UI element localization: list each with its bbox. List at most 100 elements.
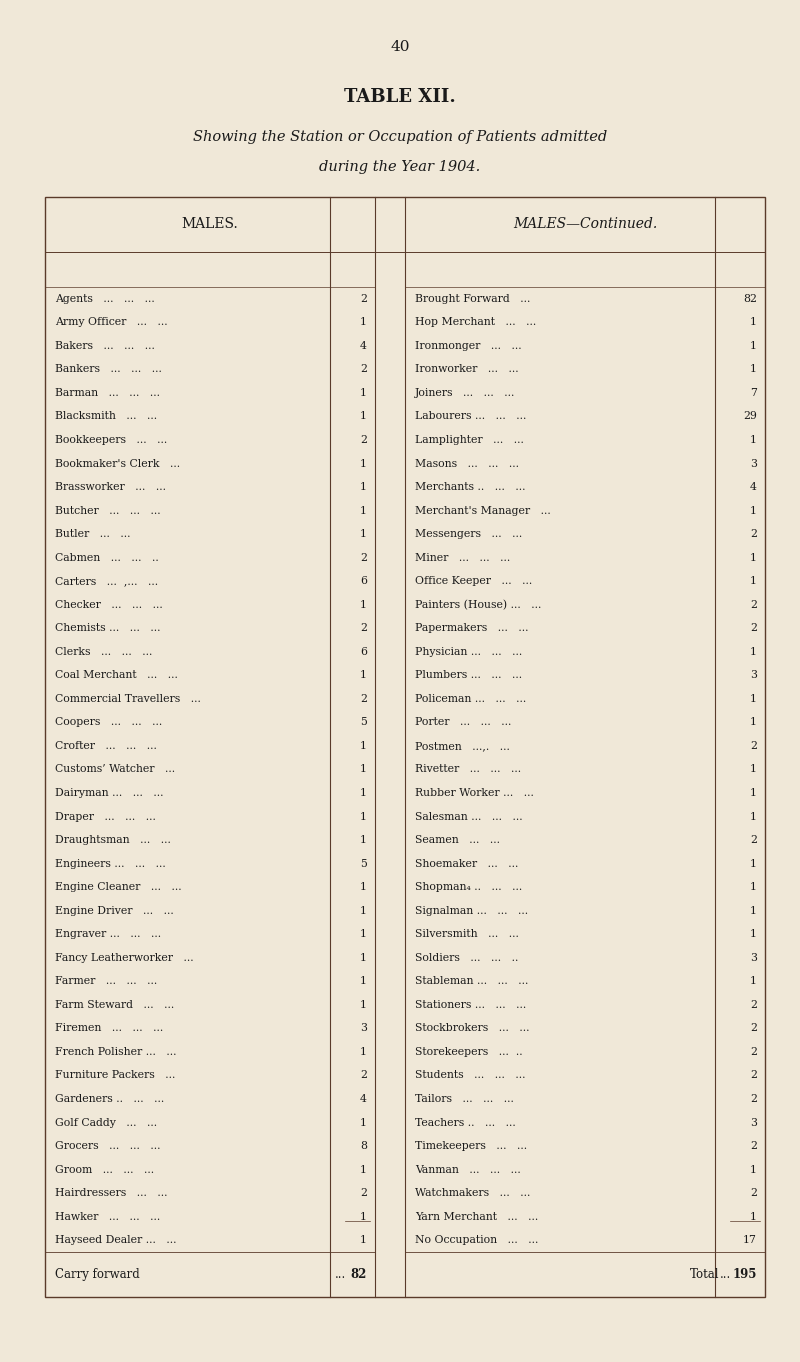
- Text: Hop Merchant   ...   ...: Hop Merchant ... ...: [415, 317, 536, 327]
- Text: 2: 2: [360, 553, 367, 563]
- Text: Bookkeepers   ...   ...: Bookkeepers ... ...: [55, 434, 167, 445]
- Text: Ironworker   ...   ...: Ironworker ... ...: [415, 365, 518, 375]
- Text: 2: 2: [360, 365, 367, 375]
- Text: Furniture Packers   ...: Furniture Packers ...: [55, 1071, 175, 1080]
- Text: ...: ...: [335, 1268, 346, 1282]
- Text: Coopers   ...   ...   ...: Coopers ... ... ...: [55, 718, 162, 727]
- Text: 29: 29: [743, 411, 757, 421]
- Text: Watchmakers   ...   ...: Watchmakers ... ...: [415, 1188, 530, 1199]
- Text: Hairdressers   ...   ...: Hairdressers ... ...: [55, 1188, 167, 1199]
- Text: 2: 2: [750, 1047, 757, 1057]
- Text: 2: 2: [750, 1094, 757, 1105]
- Text: 1: 1: [360, 906, 367, 915]
- Text: Salesman ...   ...   ...: Salesman ... ... ...: [415, 812, 522, 821]
- Text: 1: 1: [360, 764, 367, 775]
- Text: 5: 5: [360, 858, 367, 869]
- Text: Silversmith   ...   ...: Silversmith ... ...: [415, 929, 519, 940]
- Text: Lamplighter   ...   ...: Lamplighter ... ...: [415, 434, 524, 445]
- Text: 2: 2: [750, 1023, 757, 1034]
- Text: Office Keeper   ...   ...: Office Keeper ... ...: [415, 576, 532, 586]
- Text: 2: 2: [360, 624, 367, 633]
- Text: 2: 2: [750, 1188, 757, 1199]
- Text: Soldiers   ...   ...   ..: Soldiers ... ... ..: [415, 953, 518, 963]
- Text: Policeman ...   ...   ...: Policeman ... ... ...: [415, 693, 526, 704]
- Text: Carry forward: Carry forward: [55, 1268, 140, 1282]
- Text: during the Year 1904.: during the Year 1904.: [319, 159, 481, 174]
- Text: Butcher   ...   ...   ...: Butcher ... ... ...: [55, 505, 161, 516]
- Text: 7: 7: [750, 388, 757, 398]
- Text: 1: 1: [360, 505, 367, 516]
- Text: 1: 1: [360, 482, 367, 492]
- Text: Merchants ..   ...   ...: Merchants .. ... ...: [415, 482, 526, 492]
- Text: 1: 1: [750, 317, 757, 327]
- Text: Golf Caddy   ...   ...: Golf Caddy ... ...: [55, 1118, 157, 1128]
- Text: 1: 1: [360, 977, 367, 986]
- Text: 2: 2: [750, 1141, 757, 1151]
- Text: 5: 5: [360, 718, 367, 727]
- Text: Labourers ...   ...   ...: Labourers ... ... ...: [415, 411, 526, 421]
- Text: 1: 1: [750, 1212, 757, 1222]
- Text: 82: 82: [350, 1268, 367, 1282]
- Text: Engineers ...   ...   ...: Engineers ... ... ...: [55, 858, 166, 869]
- Text: 1: 1: [750, 340, 757, 351]
- Text: Hawker   ...   ...   ...: Hawker ... ... ...: [55, 1212, 160, 1222]
- Text: 1: 1: [750, 764, 757, 775]
- Text: 1: 1: [360, 929, 367, 940]
- Text: 1: 1: [360, 835, 367, 844]
- Text: Teachers ..   ...   ...: Teachers .. ... ...: [415, 1118, 516, 1128]
- Text: Showing the Station or Occupation of Patients admitted: Showing the Station or Occupation of Pat…: [193, 129, 607, 144]
- Text: 1: 1: [360, 953, 367, 963]
- Text: Dairyman ...   ...   ...: Dairyman ... ... ...: [55, 789, 163, 798]
- Text: Signalman ...   ...   ...: Signalman ... ... ...: [415, 906, 528, 915]
- Text: Merchant's Manager   ...: Merchant's Manager ...: [415, 505, 550, 516]
- Text: Storekeepers   ...  ..: Storekeepers ... ..: [415, 1047, 522, 1057]
- Text: ...: ...: [720, 1268, 731, 1282]
- Text: Bankers   ...   ...   ...: Bankers ... ... ...: [55, 365, 162, 375]
- Text: 2: 2: [360, 693, 367, 704]
- Text: 6: 6: [360, 576, 367, 586]
- Text: Total: Total: [690, 1268, 719, 1282]
- Text: Seamen   ...   ...: Seamen ... ...: [415, 835, 510, 844]
- Text: 3: 3: [750, 670, 757, 681]
- Text: Porter   ...   ...   ...: Porter ... ... ...: [415, 718, 511, 727]
- Text: 2: 2: [360, 294, 367, 304]
- Text: Butler   ...   ...: Butler ... ...: [55, 528, 141, 539]
- Text: Messengers   ...   ...: Messengers ... ...: [415, 528, 522, 539]
- Text: Groom   ...   ...   ...: Groom ... ... ...: [55, 1165, 154, 1174]
- Text: 82: 82: [743, 294, 757, 304]
- Text: Brought Forward   ...: Brought Forward ...: [415, 294, 530, 304]
- Text: 2: 2: [360, 1188, 367, 1199]
- Text: Painters (House) ...   ...: Painters (House) ... ...: [415, 599, 542, 610]
- Text: 3: 3: [750, 1118, 757, 1128]
- Text: 1: 1: [750, 553, 757, 563]
- Text: Vanman   ...   ...   ...: Vanman ... ... ...: [415, 1165, 521, 1174]
- Text: Blacksmith   ...   ...: Blacksmith ... ...: [55, 411, 157, 421]
- Text: Engraver ...   ...   ...: Engraver ... ... ...: [55, 929, 161, 940]
- Text: 4: 4: [360, 340, 367, 351]
- Text: 4: 4: [750, 482, 757, 492]
- Text: 1: 1: [360, 1235, 367, 1245]
- Text: 2: 2: [750, 624, 757, 633]
- Text: 1: 1: [750, 929, 757, 940]
- Text: Brassworker   ...   ...: Brassworker ... ...: [55, 482, 166, 492]
- Text: 3: 3: [750, 953, 757, 963]
- Text: 1: 1: [360, 388, 367, 398]
- Text: Agents   ...   ...   ...: Agents ... ... ...: [55, 294, 154, 304]
- Text: 3: 3: [360, 1023, 367, 1034]
- Text: Draper   ...   ...   ...: Draper ... ... ...: [55, 812, 156, 821]
- Text: 1: 1: [750, 718, 757, 727]
- Text: Yarn Merchant   ...   ...: Yarn Merchant ... ...: [415, 1212, 538, 1222]
- Text: Grocers   ...   ...   ...: Grocers ... ... ...: [55, 1141, 161, 1151]
- Text: French Polisher ...   ...: French Polisher ... ...: [55, 1047, 177, 1057]
- Text: Shoemaker   ...   ...: Shoemaker ... ...: [415, 858, 518, 869]
- Text: 1: 1: [360, 741, 367, 750]
- Text: 1: 1: [750, 812, 757, 821]
- Text: 2: 2: [750, 835, 757, 844]
- Text: 1: 1: [750, 789, 757, 798]
- Text: 1: 1: [360, 1047, 367, 1057]
- Text: Masons   ...   ...   ...: Masons ... ... ...: [415, 459, 519, 469]
- Text: 1: 1: [360, 411, 367, 421]
- Text: Miner   ...   ...   ...: Miner ... ... ...: [415, 553, 510, 563]
- Text: Joiners   ...   ...   ...: Joiners ... ... ...: [415, 388, 515, 398]
- Text: No Occupation   ...   ...: No Occupation ... ...: [415, 1235, 538, 1245]
